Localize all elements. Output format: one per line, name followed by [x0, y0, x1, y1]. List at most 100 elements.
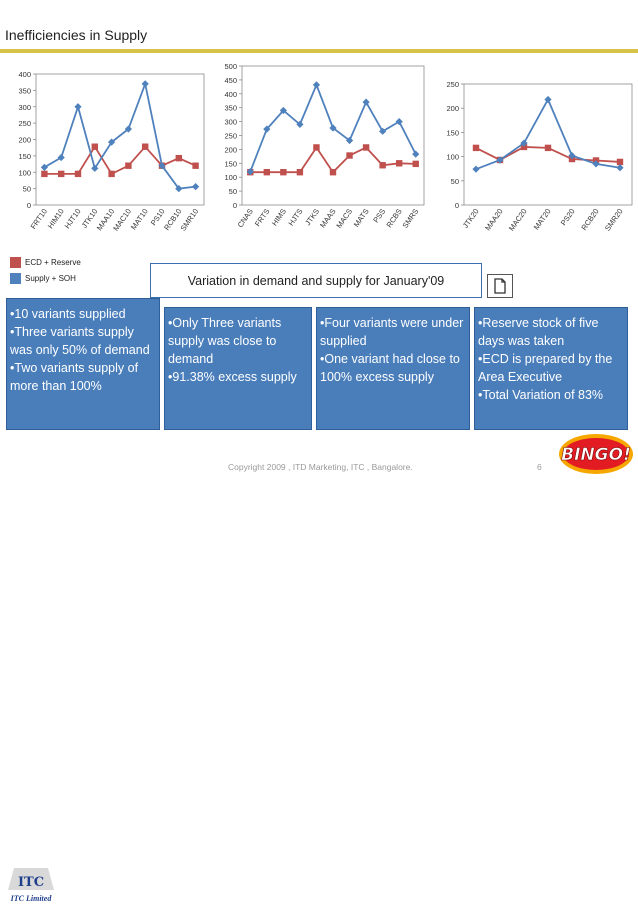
legend-swatch-ecd: [10, 256, 21, 268]
data-point: [568, 152, 576, 160]
chart-20-variants: 0 50 100 150 200 250 JTK20 MAA20 MAC20 MAT20 PS20 R…: [430, 60, 638, 260]
y-tick-label: 300: [18, 103, 31, 112]
summary-box-1: •10 variants supplied •Three variants su…: [6, 298, 160, 430]
x-tick-label: MAA20: [483, 207, 504, 232]
data-point: [472, 144, 480, 152]
x-tick-label: SMR20: [603, 207, 625, 233]
data-point: [296, 168, 304, 176]
data-point: [329, 124, 337, 132]
data-point: [412, 150, 420, 158]
series-line: [43, 80, 196, 190]
chart-svg: 0 50 100 150 200 250 300 350 400 450 500 CNASFRTSHI…: [224, 62, 425, 230]
y-tick-label: 150: [224, 159, 237, 168]
y-tick-label: 350: [18, 86, 31, 95]
x-tick-label: MAC20: [507, 207, 529, 233]
plot-area: [241, 65, 425, 206]
y-tick-label: 150: [446, 128, 459, 137]
svg-text:ITC Limited: ITC Limited: [10, 894, 53, 903]
summary-box-2: •Only Three variants supply was close to…: [164, 307, 312, 430]
data-point: [175, 154, 182, 162]
data-point: [108, 170, 115, 178]
itc-logo: ITC ITC Limited: [4, 866, 58, 906]
document-icon[interactable]: [487, 274, 513, 298]
data-point: [74, 103, 82, 111]
footer-copyright: Copyright 2009 , ITD Marketing, ITC , Ba…: [228, 462, 413, 472]
chart-legend: ECD + Reserve Supply + SOH: [10, 254, 81, 286]
y-tick-label: 0: [27, 201, 31, 210]
y-tick-label: 100: [18, 168, 31, 177]
summary-box-2-line-2: •91.38% excess supply: [168, 370, 297, 384]
x-tick-label: HJTS: [286, 207, 304, 228]
y-tick-label: 200: [446, 104, 459, 113]
y-tick-label: 0: [233, 201, 237, 210]
bingo-logo: BINGO!: [559, 434, 633, 474]
data-point: [91, 164, 99, 172]
y-tick-label: 50: [451, 177, 459, 186]
x-tick-label: MAT10: [129, 207, 150, 232]
summary-box-3-line-1: •Four variants were under supplied: [320, 316, 464, 348]
x-tick-label: FRTS: [253, 207, 272, 228]
data-point: [520, 139, 528, 147]
x-tick-label: HIMS: [270, 207, 288, 228]
data-point: [496, 156, 504, 164]
data-point: [616, 164, 624, 172]
y-tick-label: 0: [455, 201, 459, 210]
data-point: [544, 95, 552, 104]
chart-10-variants: 0 50 100 150 200 250 300 350 400 FRT10 HIM10 HJT10 J…: [0, 60, 210, 260]
page-number: 6: [537, 462, 542, 472]
x-tick-label: PS20: [559, 207, 577, 227]
svg-text:ITC: ITC: [18, 875, 44, 890]
data-point: [175, 185, 183, 193]
data-point: [313, 144, 320, 151]
x-tick-label: MAT20: [532, 207, 553, 232]
summary-box-3: •Four variants were under supplied •One …: [316, 307, 470, 430]
data-point: [158, 162, 166, 170]
plot-area: [463, 83, 633, 206]
legend-label-ecd: ECD + Reserve: [25, 257, 81, 267]
y-tick-label: 300: [224, 118, 237, 127]
data-point: [379, 162, 386, 169]
data-point: [124, 125, 132, 133]
data-point: [412, 160, 419, 168]
chart-svg: 050100150200250300350400FRT10HIM10HJT10J…: [18, 70, 205, 233]
x-tick-label: RCB20: [579, 207, 600, 232]
data-point: [520, 143, 528, 151]
summary-box-4-line-1: •Reserve stock of five days was taken: [478, 316, 599, 348]
series-line: [250, 145, 416, 174]
data-point: [312, 81, 321, 89]
y-tick-label: 200: [224, 145, 237, 154]
data-point: [379, 127, 387, 135]
title-divider: [0, 49, 638, 53]
x-tick-label: CNAS: [236, 207, 255, 229]
y-tick-label: 450: [224, 76, 237, 85]
summary-box-1-line-3: •Two variants supply of more than 100%: [10, 361, 139, 393]
summary-box-4-line-3: •Total Variation of 83%: [478, 388, 604, 402]
summary-box-1-line-1: •10 variants supplied: [10, 307, 126, 321]
x-tick-label: SMRS: [401, 207, 421, 230]
y-tick-label: 50: [23, 185, 31, 194]
data-point: [616, 158, 624, 166]
x-tick-label: SMR10: [179, 207, 201, 233]
svg-text:BINGO!: BINGO!: [561, 445, 631, 465]
data-point: [141, 80, 149, 88]
title-bar: Inefficiencies in Supply: [0, 0, 638, 54]
x-tick-label: MACS: [334, 207, 354, 230]
data-point: [362, 98, 370, 106]
series-line: [44, 144, 196, 176]
summary-box-1-line-2: •Three variants supply was only 50% of d…: [10, 325, 150, 357]
data-point: [125, 162, 132, 169]
data-point: [329, 168, 337, 176]
data-point: [108, 138, 116, 146]
y-tick-label: 400: [18, 70, 31, 79]
footer: ITC ITC Limited Copyright 2009 , ITD Mar…: [0, 430, 638, 906]
data-point: [246, 168, 254, 176]
y-tick-label: 50: [229, 187, 237, 196]
x-tick-label: HJT10: [63, 207, 83, 230]
data-point: [472, 165, 480, 173]
y-tick-label: 500: [224, 62, 237, 71]
y-tick-label: 150: [18, 152, 31, 161]
data-point: [192, 183, 200, 191]
data-point: [544, 144, 552, 152]
legend-label-supply: Supply + SOH: [25, 273, 76, 283]
y-tick-label: 400: [224, 90, 237, 99]
